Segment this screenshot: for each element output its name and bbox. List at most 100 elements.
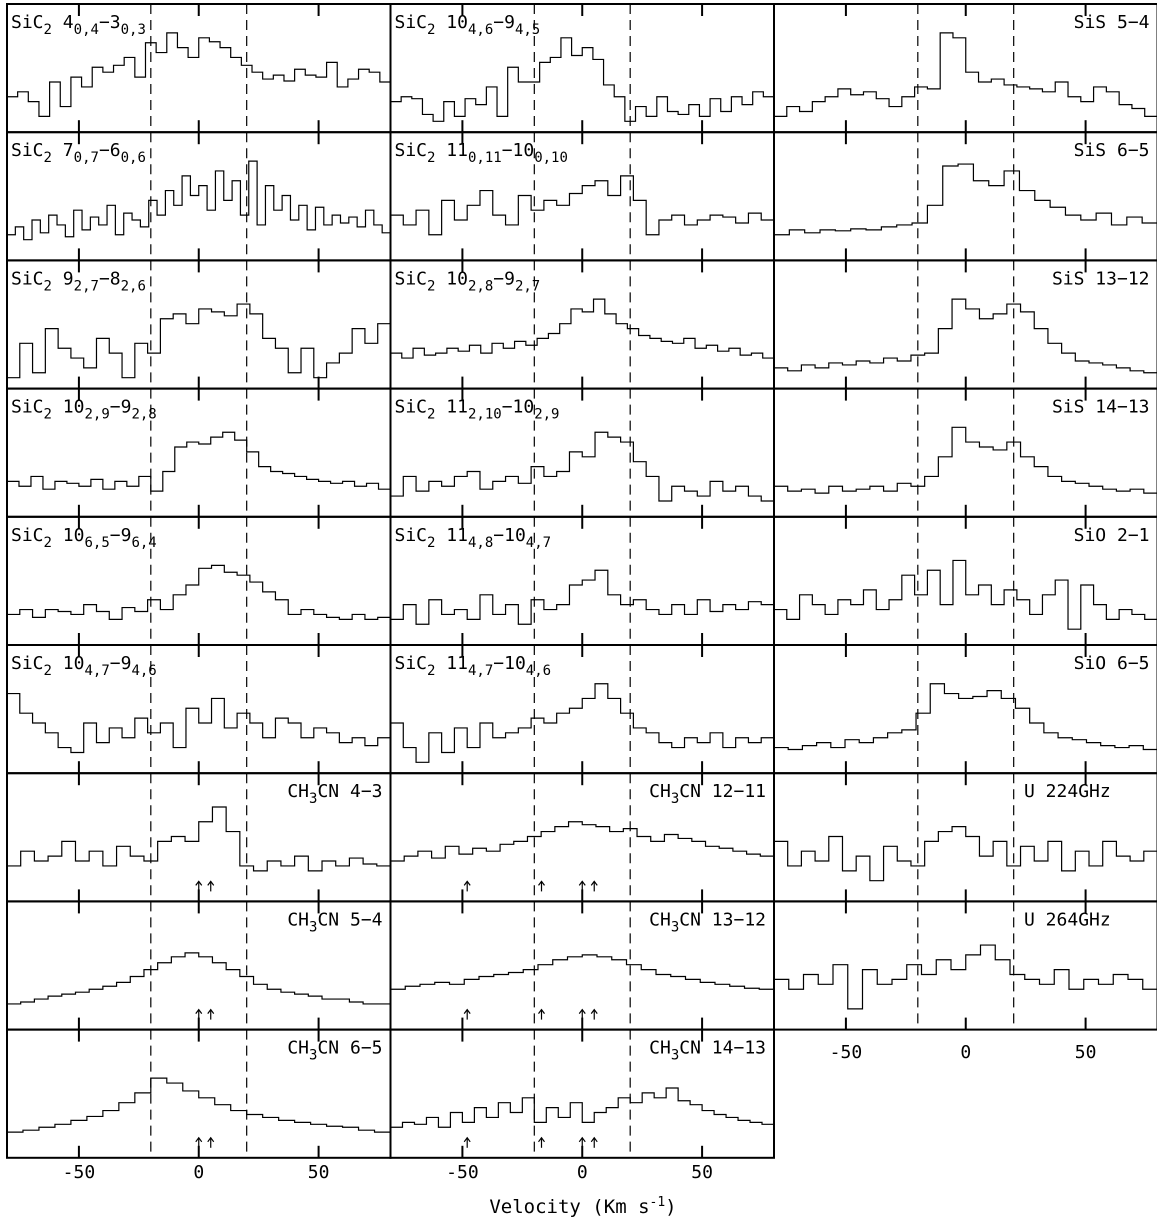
spectrum-line [390,821,774,862]
panel-label: SiC2 102,9−92,8 [11,397,157,423]
panel-ch3cn-14-13: CH3CN 14−13 [389,1028,775,1159]
marker-arrow-head [590,880,598,886]
panel-sis-13-12: SiS 13−12 [773,259,1157,390]
spectrum-line [7,564,391,620]
spectrum-line [774,683,1157,751]
marker-arrow-head [590,1136,598,1143]
x-tick-label: 0 [960,1042,971,1063]
panel-sio-6-5: SiO 6−5 [773,644,1157,775]
panel-label: SiC2 92,7−82,6 [11,268,146,294]
panel-label: SiS 14−13 [1052,397,1150,418]
panel-u-224ghz: U 224GHz [773,772,1157,903]
marker-arrow-head [463,880,471,886]
spectrum-line [774,426,1157,494]
panel-sic2-11210-1029: SiC2 112,10−102,9 [389,387,775,518]
spectrum-line [774,298,1157,374]
panel-label: SiC2 114,8−104,7 [395,525,552,551]
spectrum-line [7,1077,391,1133]
spectrum-line [7,806,391,872]
panel-sic2-1028-927: SiC2 102,8−92,7 [389,259,775,390]
marker-arrow-head [538,880,545,886]
panel-ch3cn-12-11: CH3CN 12−11 [389,772,775,903]
marker-arrow-head [207,1008,215,1014]
x-tick-label: -50 [446,1162,479,1183]
marker-arrow-head [578,880,586,886]
panel-label: U 224GHz [1024,781,1111,802]
marker-arrow-head [195,880,203,886]
x-tick-labels: -50 0 50 -50 0 50 -50 0 50 [63,1042,1097,1183]
panel-label: SiC2 40,4−30,3 [11,12,146,38]
panel-label: CH3CN 13−12 [649,909,766,935]
panel-grid: SiC2 40,4−30,3 SiC2 104,6−94,5 SiS 5−4 SiC2… [6,3,1157,1159]
spectrum-line [390,431,774,502]
panel-sic2-927-826: SiC2 92,7−82,6 [6,259,392,390]
spectrum-line [774,559,1157,630]
marker-arrow-head [463,1136,471,1143]
panel-sis-5-4: SiS 5−4 [773,3,1157,134]
panel-ch3cn-13-12: CH3CN 13−12 [389,900,775,1031]
x-tick-label: -50 [63,1162,96,1183]
panel-label: CH3CN 6−5 [287,1038,382,1064]
x-tick-label: 50 [308,1162,330,1183]
panel-sis-6-5: SiS 6−5 [773,131,1157,262]
spectrum-line [390,683,774,763]
marker-arrow-head [590,1008,598,1014]
spectrum-line [7,692,391,754]
panel-label: CH3CN 12−11 [649,781,766,807]
marker-arrow-head [195,1008,203,1014]
marker-arrow-head [207,1136,215,1143]
panel-sic2-1046-945: SiC2 104,6−94,5 [389,3,775,134]
panel-label: SiC2 110,11−100,10 [395,140,568,166]
x-tick-label: 50 [691,1162,713,1183]
spectrum-line [390,175,774,236]
panel-label: SiC2 102,8−92,7 [395,268,541,294]
marker-arrow-head [538,1136,545,1143]
panel-label: CH3CN 4−3 [287,781,382,807]
panel-label: SiC2 114,7−104,6 [395,653,552,679]
marker-arrow-head [578,1008,586,1014]
panel-ch3cn-5-4: CH3CN 5−4 [6,900,392,1031]
spectrum-line [774,163,1157,236]
panel-ch3cn-6-5: CH3CN 6−5 [6,1028,392,1159]
panel-sis-14-13: SiS 14−13 [773,387,1157,518]
marker-arrow-head [538,1008,545,1014]
panel-label: SiC2 112,10−102,9 [395,397,560,423]
spectrum-line [7,32,391,117]
panel-label: U 264GHz [1024,909,1111,930]
x-axis-title: Velocity (Km s-1) [489,1195,676,1218]
spectrum-line [7,160,391,241]
panel-sic2-1047-946: SiC2 104,7−94,6 [6,644,392,775]
spectrum-line [390,569,774,625]
panel-sic2-1147-1046: SiC2 114,7−104,6 [389,644,775,775]
panel-label: SiS 13−12 [1052,268,1150,289]
panel-label: SiO 6−5 [1074,653,1150,674]
spectrum-line [390,1087,774,1128]
panel-label: CH3CN 14−13 [649,1038,766,1064]
panel-label: SiC2 104,6−94,5 [395,12,541,38]
panel-label: SiS 6−5 [1074,140,1150,161]
panel-sic2-1065-964: SiC2 106,5−96,4 [6,515,392,646]
spectrum-line [390,298,774,359]
panel-label: SiC2 104,7−94,6 [11,653,157,679]
x-tick-label: 0 [577,1162,588,1183]
panel-sic2-404-303: SiC2 40,4−30,3 [6,3,392,134]
x-tick-label: -50 [830,1042,863,1063]
panel-sio-2-1: SiO 2−1 [773,515,1157,646]
panel-label: CH3CN 5−4 [287,909,382,935]
panel-sic2-1029-928: SiC2 102,9−92,8 [6,387,392,518]
panel-label: SiC2 106,5−96,4 [11,525,157,551]
marker-arrow-head [195,1136,203,1143]
spectrum-line [390,954,774,990]
panel-ch3cn-4-3: CH3CN 4−3 [6,772,392,903]
marker-arrow-head [207,880,215,886]
panel-label: SiO 2−1 [1074,525,1150,546]
x-tick-label: 0 [193,1162,204,1183]
panel-sic2-11011-10010: SiC2 110,11−100,10 [389,131,775,262]
spectrum-line [7,952,391,1005]
panel-u-264ghz: U 264GHz [773,900,1157,1031]
panel-sic2-707-606: SiC2 70,7−60,6 [6,131,392,262]
spectrum-line [774,32,1157,117]
spectrum-line [774,944,1157,1010]
panel-label: SiS 5−4 [1074,12,1150,33]
